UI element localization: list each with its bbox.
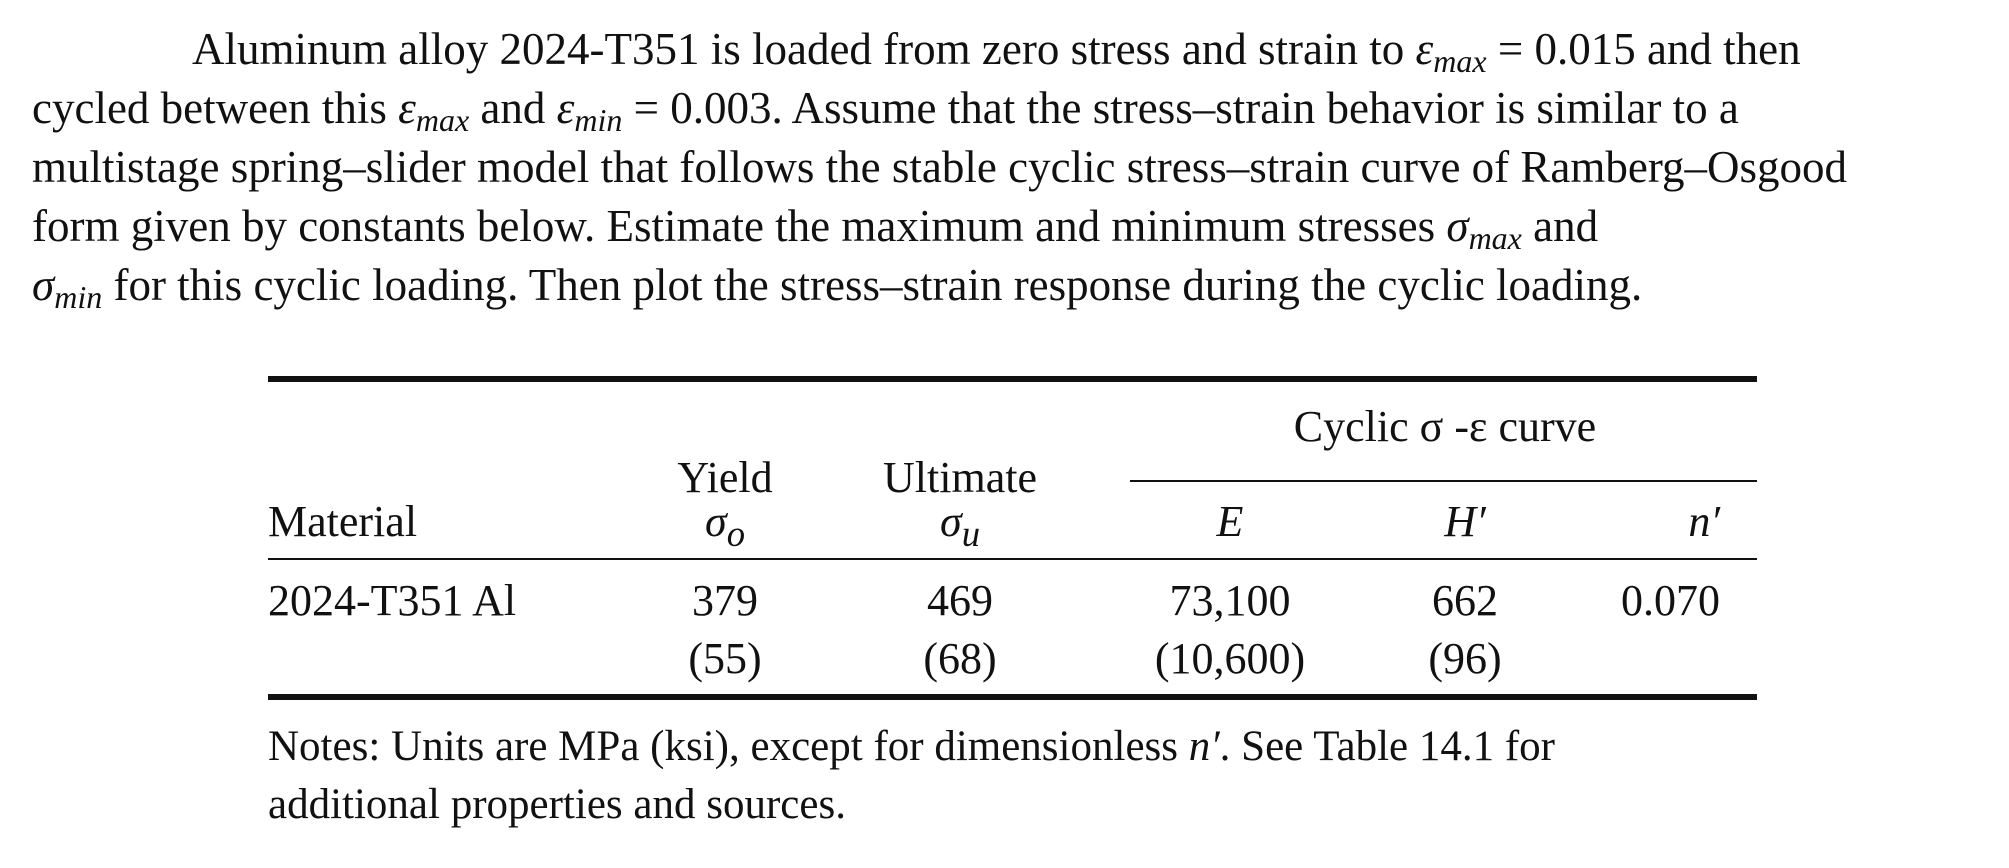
cell-H-mpa: 662 xyxy=(1432,576,1498,625)
header-material: Material xyxy=(268,497,418,546)
cell-ultimate-mpa: 469 xyxy=(927,576,993,625)
text: . See Table 14.1 for xyxy=(1219,723,1555,770)
symbol: σ xyxy=(1446,201,1469,251)
header-ultimate-symbol: σu xyxy=(860,497,1060,559)
problem-statement: Aluminum alloy 2024-T351 is loaded from … xyxy=(32,20,1992,315)
sigma-min-symbol: σmin xyxy=(32,260,102,315)
notes-line-2: additional properties and sources. xyxy=(268,781,846,828)
cell-yield-ksi: (55) xyxy=(688,634,762,683)
cell-yield-mpa: 379 xyxy=(692,576,758,625)
header-bottom-rule xyxy=(268,558,1757,560)
text: cycled between this xyxy=(32,83,399,133)
text: = 0.015 and then xyxy=(1486,24,1801,74)
epsilon-max-symbol: εmax xyxy=(1415,24,1487,79)
subscript: max xyxy=(1468,220,1522,256)
group-header-rule xyxy=(1130,480,1757,482)
epsilon-max-symbol: εmax xyxy=(398,83,469,138)
symbol: ε xyxy=(1415,24,1434,74)
n-prime-symbol: n′ xyxy=(1188,723,1220,770)
text: and xyxy=(1521,201,1599,251)
cell-n: 0.070 xyxy=(1621,576,1720,625)
header-yield-symbol: σo xyxy=(640,497,810,559)
problem-line-3: multistage spring–slider model that foll… xyxy=(32,142,1848,192)
text: and xyxy=(469,83,557,133)
header-ultimate: Ultimate xyxy=(883,453,1037,502)
header-E: E xyxy=(1216,497,1244,546)
header-n-prime: n′ xyxy=(1688,497,1720,546)
problem-line-4: form given by constants below. Estimate … xyxy=(32,197,1992,256)
subscript: min xyxy=(574,102,623,138)
subscript: u xyxy=(961,512,981,554)
symbol: σ xyxy=(32,260,55,310)
table-notes: Notes: Units are MPa (ksi), except for d… xyxy=(268,718,1768,834)
group-header-cyclic-curve: Cyclic σ -ε curve xyxy=(1293,402,1597,451)
cell-H-ksi: (96) xyxy=(1428,634,1502,683)
sigma-max-symbol: σmax xyxy=(1446,201,1522,256)
subscript: max xyxy=(415,102,470,138)
subscript: min xyxy=(54,279,103,315)
problem-line-5: σmin for this cyclic loading. Then plot … xyxy=(32,256,1992,315)
text: Aluminum alloy 2024-T351 is loaded from … xyxy=(192,24,1416,74)
text: = 0.003. Assume that the stress–strain b… xyxy=(622,83,1739,133)
cell-E-mpa: 73,100 xyxy=(1169,576,1291,625)
problem-line-1: Aluminum alloy 2024-T351 is loaded from … xyxy=(32,20,1992,79)
subscript: o xyxy=(726,512,746,554)
text: Notes: Units are MPa (ksi), except for d… xyxy=(268,723,1189,770)
notes-line-1: Notes: Units are MPa (ksi), except for d… xyxy=(268,718,1768,776)
cell-E-ksi: (10,600) xyxy=(1154,634,1306,683)
symbol: σ xyxy=(939,497,962,546)
cell-ultimate-ksi: (68) xyxy=(923,634,997,683)
symbol: ε xyxy=(398,83,416,133)
header-H-prime: H′ xyxy=(1444,497,1486,546)
cell-material: 2024-T351 Al xyxy=(268,576,517,625)
text: form given by constants below. Estimate … xyxy=(32,201,1447,251)
text: for this cyclic loading. Then plot the s… xyxy=(102,260,1643,310)
symbol: ε xyxy=(556,83,575,133)
table-top-rule xyxy=(268,376,1757,382)
header-yield: Yield xyxy=(677,453,773,502)
symbol: σ xyxy=(704,497,727,546)
table-bottom-rule xyxy=(268,694,1757,700)
subscript: max xyxy=(1433,43,1487,79)
epsilon-min-symbol: εmin xyxy=(556,83,623,138)
problem-line-2: cycled between this εmax and εmin = 0.00… xyxy=(32,79,1992,138)
